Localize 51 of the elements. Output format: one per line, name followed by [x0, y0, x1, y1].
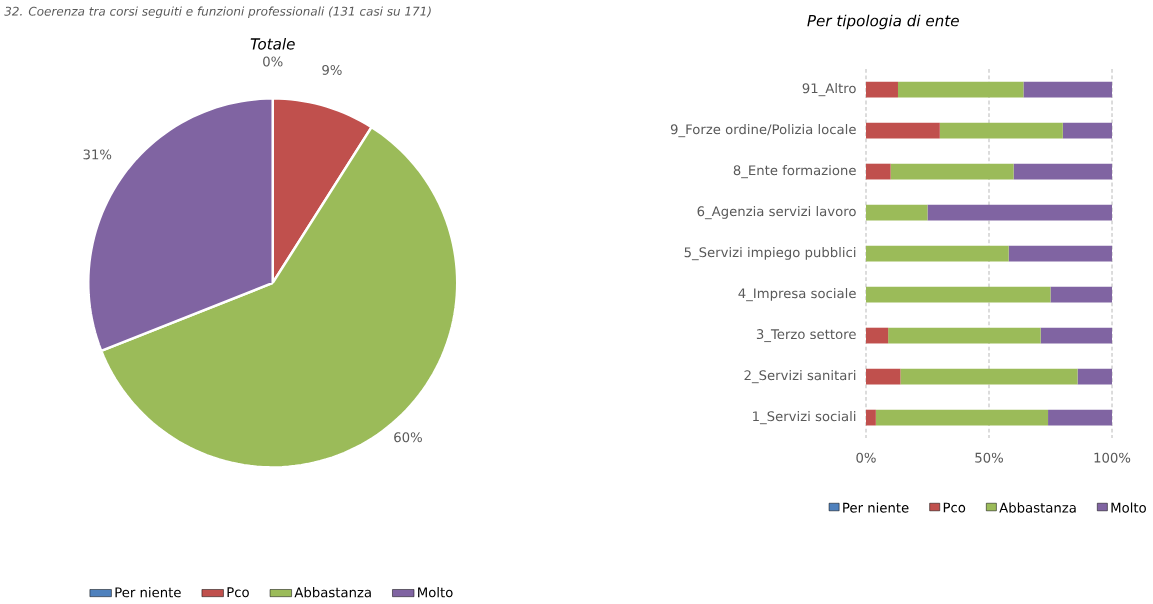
legend-label: Abbastanza: [294, 587, 371, 598]
bar: [897, 81, 1024, 98]
text: 0%: [263, 56, 283, 67]
legend-label: Per niente: [115, 587, 181, 598]
legend-label: Pco: [227, 587, 249, 598]
y-tick-label: 5_Servizi impiego pubblici: [684, 246, 856, 261]
bar: [927, 204, 1113, 221]
x-tick-label: 50%: [975, 452, 1003, 463]
bar: [866, 204, 928, 221]
y-tick-label: 1_Servizi sociali: [753, 410, 856, 425]
data-label: 9%: [322, 64, 342, 75]
y-tick-label: 3_Terzo settore: [756, 329, 856, 343]
bar: [1013, 163, 1113, 180]
bar: [866, 81, 898, 98]
legend-label: Per niente: [843, 502, 909, 513]
bar: [875, 409, 1049, 426]
data-label: 60%: [394, 432, 422, 443]
bar: [866, 368, 901, 385]
bar: [866, 245, 1009, 262]
bar: [1040, 327, 1113, 344]
legend-label: Molto: [1111, 502, 1146, 513]
bar: [900, 368, 1078, 385]
bar: [866, 327, 889, 344]
bar: [1048, 409, 1113, 426]
bar: [1008, 245, 1113, 262]
y-tick-label: 6_Agenzia servizi lavoro: [697, 205, 856, 220]
bar: [1023, 81, 1113, 98]
y-tick-label: 9_Forze ordine/Polizia locale: [670, 123, 856, 138]
y-tick-label: 2_Servizi sanitari: [744, 369, 856, 384]
x-tick-label: 0%: [856, 452, 876, 463]
y-tick-label: 91_Altro: [802, 82, 856, 97]
y-tick-label: 8_Ente formazione: [733, 164, 856, 179]
legend-label: Abbastanza: [999, 502, 1076, 513]
bar: [1062, 122, 1113, 139]
data-label: 31%: [83, 149, 112, 160]
chart-title: Per tipologia di ente: [807, 14, 959, 30]
chart-title: Totale: [250, 37, 295, 50]
bar: [1077, 368, 1113, 385]
legend-label: Pco: [943, 502, 966, 513]
bar: [890, 163, 1014, 180]
bar: [866, 286, 1051, 303]
x-tick-label: 100%: [1094, 452, 1131, 463]
bar: [866, 163, 891, 180]
legend-label: Molto: [418, 587, 453, 598]
bar: [1050, 286, 1113, 303]
text: 32. Coerenza tra corsi seguiti e funzioni professionali (131 casi su 171): [4, 6, 431, 19]
bar: [866, 122, 940, 139]
bar: [939, 122, 1063, 139]
bar: [888, 327, 1041, 344]
y-tick-label: 4_Impresa sociale: [738, 287, 856, 302]
bar: [866, 409, 876, 426]
